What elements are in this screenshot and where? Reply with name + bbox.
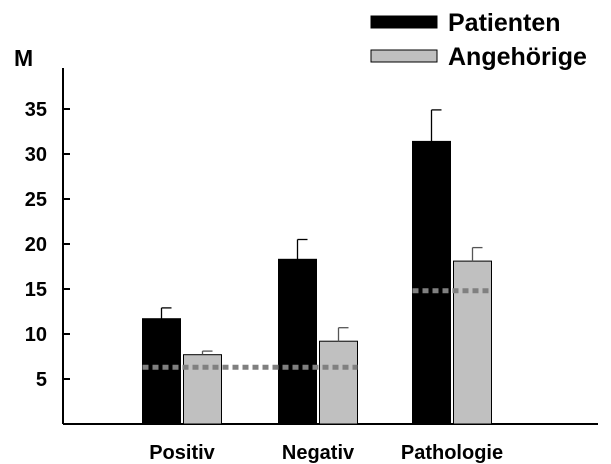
legend-label-patienten: Patienten: [448, 9, 561, 37]
y-tick-label-30: 30: [25, 144, 47, 166]
bar-patienten-pathologie: [412, 140, 451, 425]
bar-patienten-negativ: [278, 258, 317, 425]
y-tick-label-25: 25: [25, 189, 47, 211]
y-tick-label-5: 5: [36, 369, 47, 391]
category-labels: Positiv Negativ Pathologie: [149, 442, 503, 464]
legend: Patienten Angehörige: [370, 9, 587, 71]
legend-label-angehoerige: Angehörige: [448, 43, 587, 71]
legend-swatch-patienten: [370, 15, 438, 29]
category-label-negativ: Negativ: [282, 442, 355, 464]
y-tick-label-15: 15: [25, 279, 47, 301]
bars: [142, 109, 492, 425]
category-label-positiv: Positiv: [149, 442, 215, 464]
y-axis-label: M: [14, 45, 33, 71]
legend-swatch-angehoerige: [370, 49, 438, 63]
reference-lines: [142, 288, 492, 370]
bar-patienten-positiv: [142, 318, 181, 425]
bar-angehoerige-pathologie: [453, 260, 492, 425]
y-tick-label-35: 35: [25, 99, 47, 121]
y-tick-label-10: 10: [25, 324, 47, 346]
category-label-pathologie: Pathologie: [401, 442, 503, 464]
y-ticks: 5 10 15 20 25 30 35: [25, 99, 70, 391]
y-tick-label-20: 20: [25, 234, 47, 256]
bar-angehoerige-negativ: [319, 340, 358, 425]
